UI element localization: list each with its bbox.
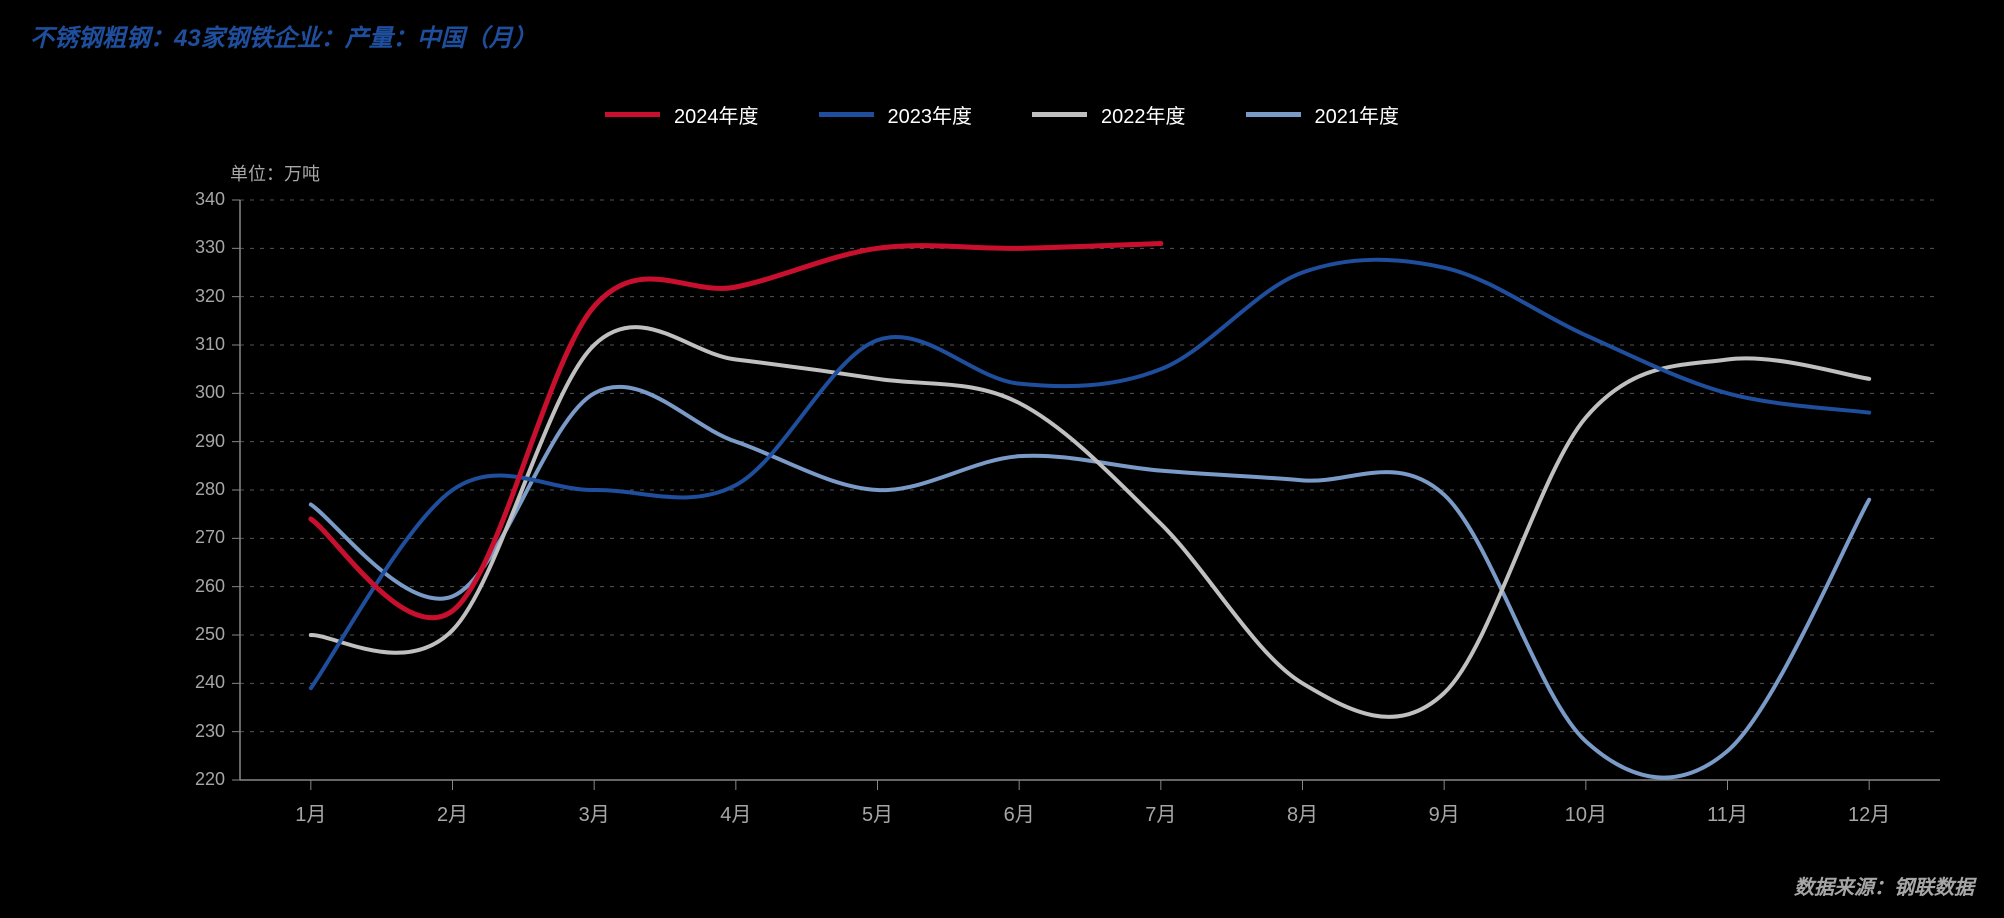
x-tick-label: 11月 — [1707, 798, 1748, 827]
x-tick-label: 10月 — [1565, 798, 1607, 827]
series-line — [311, 260, 1869, 688]
y-tick-label: 240 — [165, 672, 225, 693]
plot-area — [0, 0, 2004, 918]
y-tick-label: 290 — [165, 431, 225, 452]
y-tick-label: 260 — [165, 576, 225, 597]
x-tick-label: 3月 — [579, 798, 610, 827]
x-tick-label: 8月 — [1287, 798, 1318, 827]
y-tick-label: 270 — [165, 527, 225, 548]
x-tick-label: 4月 — [720, 798, 751, 827]
series-line — [311, 244, 1161, 618]
x-tick-label: 1月 — [295, 798, 326, 827]
y-tick-label: 330 — [165, 237, 225, 258]
y-tick-label: 340 — [165, 189, 225, 210]
chart-container: 不锈钢粗钢：43家钢铁企业：产量：中国（月） 2024年度2023年度2022年… — [0, 0, 2004, 918]
y-tick-label: 320 — [165, 286, 225, 307]
x-tick-label: 9月 — [1429, 798, 1460, 827]
y-tick-label: 250 — [165, 624, 225, 645]
y-tick-label: 310 — [165, 334, 225, 355]
data-source-label: 数据来源：钢联数据 — [1794, 871, 1974, 900]
x-tick-label: 12月 — [1848, 798, 1890, 827]
series-line — [311, 387, 1869, 778]
y-tick-label: 280 — [165, 479, 225, 500]
y-tick-label: 220 — [165, 769, 225, 790]
x-tick-label: 2月 — [437, 798, 468, 827]
x-tick-label: 5月 — [862, 798, 893, 827]
y-tick-label: 300 — [165, 382, 225, 403]
x-tick-label: 6月 — [1004, 798, 1035, 827]
x-tick-label: 7月 — [1145, 798, 1176, 827]
y-tick-label: 230 — [165, 721, 225, 742]
